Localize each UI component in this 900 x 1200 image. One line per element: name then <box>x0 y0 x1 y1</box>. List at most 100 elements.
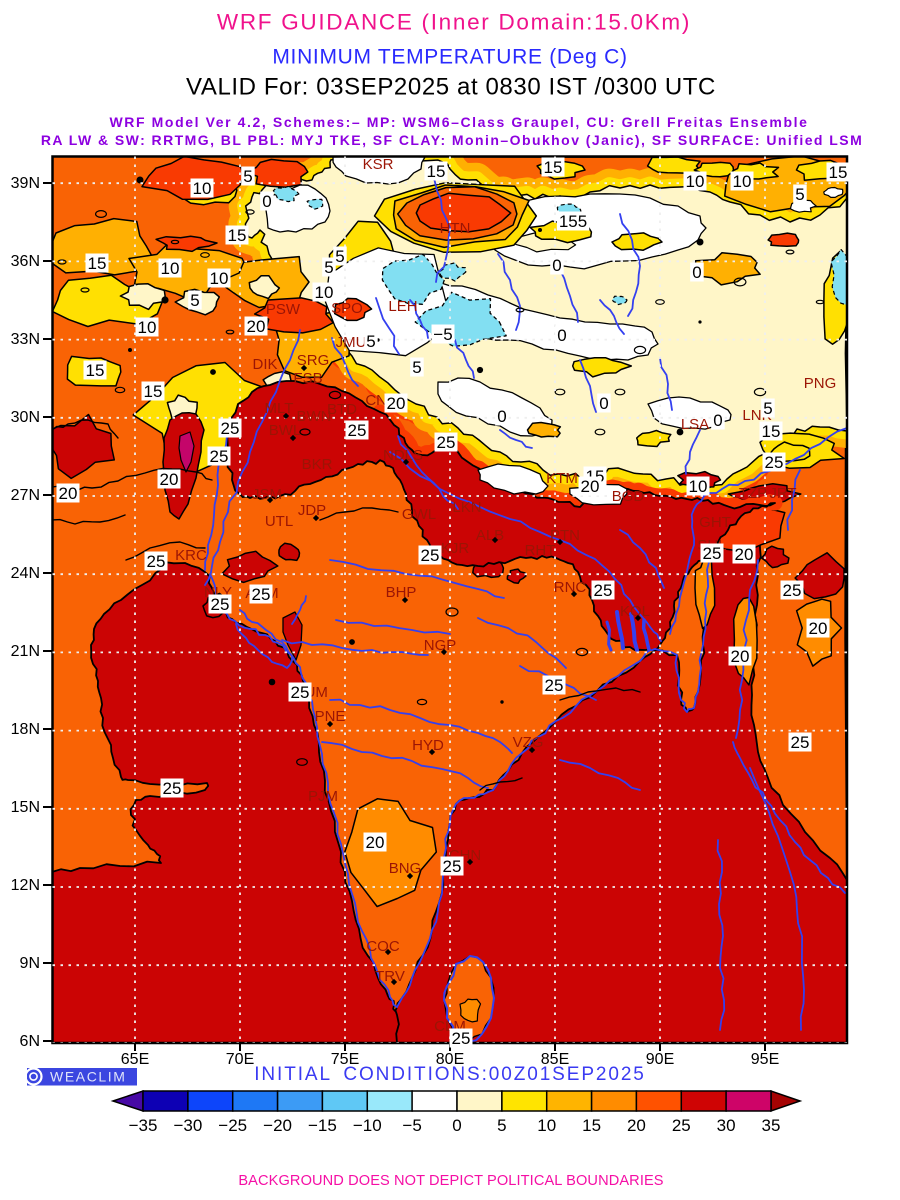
svg-text:PNG: PNG <box>804 375 837 392</box>
svg-text:20: 20 <box>735 545 754 564</box>
svg-text:5: 5 <box>243 167 252 186</box>
svg-text:20: 20 <box>387 394 406 413</box>
svg-text:0: 0 <box>552 256 561 275</box>
svg-text:WRF Model Ver 4.2, Schemes:– M: WRF Model Ver 4.2, Schemes:– MP: WSM6–Cl… <box>109 114 808 130</box>
svg-text:15: 15 <box>88 254 107 273</box>
svg-text:30: 30 <box>717 1116 736 1135</box>
svg-text:LEH: LEH <box>388 298 417 315</box>
svg-text:75E: 75E <box>331 1051 359 1068</box>
svg-text:15: 15 <box>228 226 247 245</box>
svg-text:−10: −10 <box>353 1116 382 1135</box>
svg-text:DIK: DIK <box>252 356 277 373</box>
svg-text:TZP: TZP <box>739 485 767 502</box>
svg-text:BTD: BTD <box>327 401 357 418</box>
svg-text:ALB: ALB <box>476 527 504 544</box>
svg-text:JMU: JMU <box>336 334 367 351</box>
svg-text:15: 15 <box>582 1116 601 1135</box>
svg-text:25: 25 <box>545 676 564 695</box>
svg-text:−25: −25 <box>218 1116 247 1135</box>
svg-text:25: 25 <box>211 595 230 614</box>
svg-text:20: 20 <box>809 619 828 638</box>
svg-text:5: 5 <box>190 291 199 310</box>
svg-text:10: 10 <box>689 477 708 496</box>
svg-text:MINIMUM TEMPERATURE (Deg C): MINIMUM TEMPERATURE (Deg C) <box>272 46 627 69</box>
svg-text:35: 35 <box>762 1116 781 1135</box>
svg-text:155: 155 <box>559 212 587 231</box>
svg-text:39N: 39N <box>11 175 40 192</box>
svg-text:−30: −30 <box>173 1116 202 1135</box>
svg-text:−15: −15 <box>308 1116 337 1135</box>
svg-text:HTN: HTN <box>440 220 471 237</box>
svg-text:24N: 24N <box>11 565 40 582</box>
svg-text:−5: −5 <box>433 325 452 344</box>
svg-text:5: 5 <box>412 358 421 377</box>
svg-text:25: 25 <box>348 421 367 440</box>
svg-text:−5: −5 <box>402 1116 421 1135</box>
svg-text:JSM: JSM <box>252 486 282 503</box>
svg-text:0: 0 <box>713 411 722 430</box>
svg-text:25: 25 <box>672 1116 691 1135</box>
svg-text:5: 5 <box>497 1116 506 1135</box>
svg-text:25: 25 <box>291 683 310 702</box>
svg-text:25: 25 <box>147 552 166 571</box>
svg-text:25: 25 <box>210 447 229 466</box>
svg-text:NDLS: NDLS <box>383 447 423 464</box>
svg-text:BWN: BWN <box>297 408 332 425</box>
svg-text:33N: 33N <box>11 331 40 348</box>
svg-text:VZG: VZG <box>513 734 544 751</box>
svg-text:5: 5 <box>366 332 375 351</box>
svg-text:20: 20 <box>627 1116 646 1135</box>
svg-text:COC: COC <box>366 938 400 955</box>
svg-text:20: 20 <box>731 647 750 666</box>
svg-text:HYD: HYD <box>412 737 444 754</box>
svg-text:95E: 95E <box>751 1051 779 1068</box>
svg-text:30N: 30N <box>11 409 40 426</box>
svg-text:25: 25 <box>252 585 271 604</box>
svg-text:15: 15 <box>427 162 446 181</box>
svg-text:18N: 18N <box>11 721 40 738</box>
svg-text:BNG: BNG <box>389 860 422 877</box>
svg-text:BGD: BGD <box>612 488 645 505</box>
svg-text:20: 20 <box>247 317 266 336</box>
svg-text:15: 15 <box>829 163 848 182</box>
svg-text:20: 20 <box>160 470 179 489</box>
svg-text:PTN: PTN <box>550 527 580 544</box>
svg-text:25: 25 <box>765 453 784 472</box>
svg-text:10: 10 <box>138 318 157 337</box>
svg-text:JRT: JRT <box>769 485 796 502</box>
svg-text:25: 25 <box>791 733 810 752</box>
svg-text:10: 10 <box>315 283 334 302</box>
svg-text:10: 10 <box>537 1116 556 1135</box>
svg-text:KOL: KOL <box>620 603 650 620</box>
svg-text:25: 25 <box>443 857 462 876</box>
svg-text:BACKGROUND DOES NOT DEPICT POL: BACKGROUND DOES NOT DEPICT POLITICAL BOU… <box>238 1173 663 1189</box>
svg-text:BHP: BHP <box>386 584 417 601</box>
svg-text:BKR: BKR <box>302 456 333 473</box>
svg-text:25: 25 <box>783 581 802 600</box>
svg-text:SRG: SRG <box>297 352 330 369</box>
svg-text:FSB: FSB <box>293 370 322 387</box>
svg-text:15: 15 <box>762 422 781 441</box>
svg-text:90E: 90E <box>646 1051 674 1068</box>
svg-text:WRF GUIDANCE (Inner Domain:15.: WRF GUIDANCE (Inner Domain:15.0Km) <box>217 10 691 35</box>
svg-text:0: 0 <box>557 326 566 345</box>
svg-text:WEACLIM: WEACLIM <box>50 1069 127 1085</box>
svg-text:21N: 21N <box>11 643 40 660</box>
svg-text:85E: 85E <box>541 1051 569 1068</box>
svg-text:20: 20 <box>59 484 78 503</box>
svg-text:15: 15 <box>86 361 105 380</box>
svg-text:−20: −20 <box>263 1116 292 1135</box>
svg-text:INITIAL CONDITIONS:00Z01SEP202: INITIAL CONDITIONS:00Z01SEP2025 <box>254 1064 646 1085</box>
svg-text:36N: 36N <box>11 253 40 270</box>
svg-text:PSW: PSW <box>266 301 301 318</box>
svg-text:12N: 12N <box>11 877 40 894</box>
svg-text:25: 25 <box>421 546 440 565</box>
svg-text:25: 25 <box>703 544 722 563</box>
svg-text:KJR: KJR <box>441 540 470 557</box>
svg-text:27N: 27N <box>11 487 40 504</box>
svg-text:20: 20 <box>581 477 600 496</box>
svg-text:10: 10 <box>210 269 229 288</box>
svg-text:15: 15 <box>144 382 163 401</box>
svg-text:0: 0 <box>262 192 271 211</box>
svg-text:LKN: LKN <box>452 499 481 516</box>
